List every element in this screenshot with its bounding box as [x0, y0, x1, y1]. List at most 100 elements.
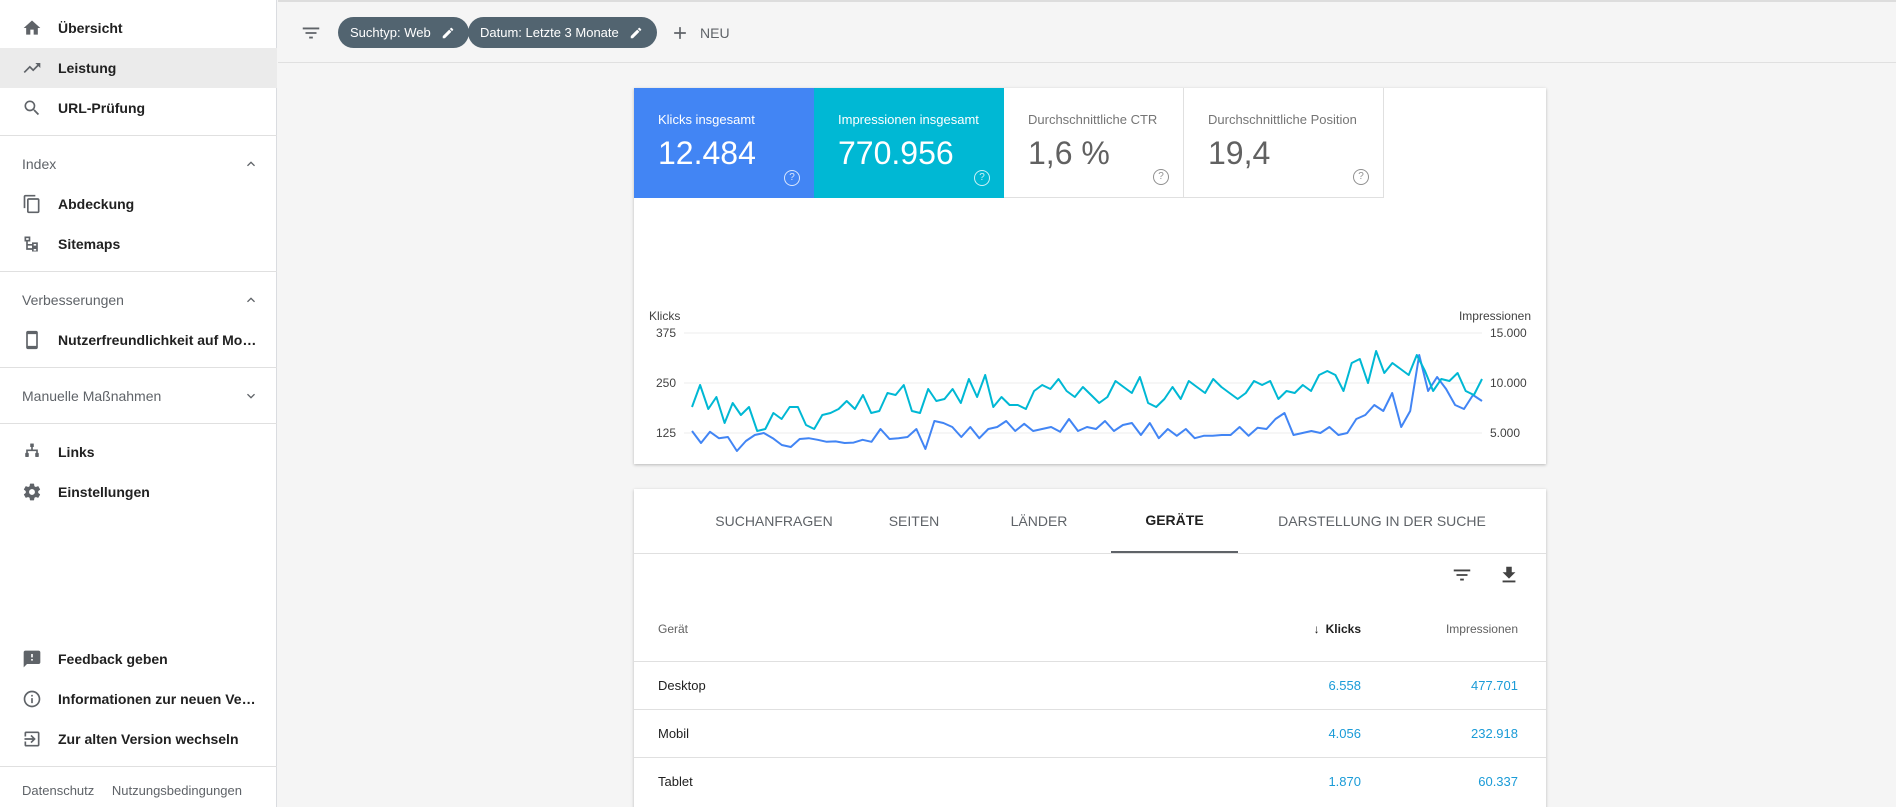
- sidebar-item-label: Feedback geben: [58, 651, 168, 667]
- col-clicks-header[interactable]: ↓ Klicks: [1314, 622, 1361, 636]
- divider: [0, 135, 277, 136]
- edit-icon: [630, 27, 642, 38]
- sidebar-item-settings[interactable]: Einstellungen: [0, 472, 277, 512]
- tab-search-appearance[interactable]: DARSTELLUNG IN DER SUCHE: [1278, 513, 1486, 529]
- divider: [0, 367, 277, 368]
- edit-icon: [442, 27, 453, 38]
- chevron-up-icon: [243, 292, 259, 308]
- table-row[interactable]: Tablet 1.870 60.337: [634, 757, 1546, 805]
- filter-bar: Suchtyp: Web Datum: Letzte 3 Monate NEU: [278, 0, 1896, 63]
- row-clicks: 1.870: [1328, 774, 1361, 789]
- sidebar-item-links[interactable]: Links: [0, 432, 277, 472]
- sidebar-item-label: Informationen zur neuen Version: [58, 691, 258, 707]
- section-index[interactable]: Index: [0, 144, 277, 184]
- sidebar-item-performance[interactable]: Leistung: [0, 48, 277, 88]
- metric-clicks-label: Klicks insgesamt: [658, 112, 755, 127]
- search-type-chip-label: Suchtyp: Web: [350, 25, 431, 40]
- row-impressions: 477.701: [1471, 678, 1518, 693]
- metric-impressions[interactable]: Impressionen insgesamt 770.956 ?: [814, 88, 1004, 198]
- help-icon[interactable]: ?: [784, 170, 800, 186]
- row-impressions: 60.337: [1478, 774, 1518, 789]
- col-impressions-header[interactable]: Impressionen: [1445, 622, 1518, 636]
- performance-chart-card: Klicks insgesamt 12.484 ? Impressionen i…: [634, 88, 1546, 464]
- date-chip-label: Datum: Letzte 3 Monate: [480, 25, 619, 40]
- left-axis-label: Klicks: [649, 309, 680, 323]
- divider: [0, 766, 277, 767]
- y-tick-label-left: 250: [656, 376, 676, 390]
- tab-countries[interactable]: LÄNDER: [1010, 513, 1068, 529]
- help-icon[interactable]: ?: [1353, 169, 1369, 185]
- metric-clicks[interactable]: Klicks insgesamt 12.484 ?: [634, 88, 814, 198]
- sidebar-item-old-version[interactable]: Zur alten Version wechseln: [0, 719, 277, 759]
- info-icon: [22, 689, 42, 709]
- sidebar-item-label: Sitemaps: [58, 236, 121, 252]
- performance-chart[interactable]: Klicks Impressionen 3752501250 15.00010.…: [634, 198, 1546, 464]
- sidebar-item-sitemaps[interactable]: Sitemaps: [0, 224, 277, 264]
- row-clicks: 4.056: [1328, 726, 1361, 741]
- metric-position-value: 19,4: [1208, 135, 1271, 171]
- series-line-impressions: [691, 350, 1483, 432]
- sidebar-item-overview[interactable]: Übersicht: [0, 8, 277, 48]
- privacy-link[interactable]: Datenschutz: [22, 783, 95, 798]
- metric-position[interactable]: Durchschnittliche Position 19,4 ?: [1184, 88, 1384, 198]
- sidebar-item-label: Links: [58, 444, 95, 460]
- plus-icon: [674, 27, 686, 39]
- row-device: Desktop: [658, 678, 706, 693]
- sitemap-icon: [22, 234, 42, 254]
- table-row[interactable]: Desktop 6.558 477.701: [634, 661, 1546, 709]
- sidebar-item-coverage[interactable]: Abdeckung: [0, 184, 277, 224]
- help-icon[interactable]: ?: [974, 170, 990, 186]
- section-improvements[interactable]: Verbesserungen: [0, 280, 277, 320]
- download-icon[interactable]: [1498, 564, 1520, 591]
- row-clicks: 6.558: [1328, 678, 1361, 693]
- col-device-header[interactable]: Gerät: [658, 622, 689, 636]
- divider: [634, 553, 1546, 554]
- tab-pages[interactable]: SEITEN: [888, 513, 940, 529]
- metric-impressions-label: Impressionen insgesamt: [838, 112, 979, 127]
- arrow-down-icon: ↓: [1313, 622, 1320, 636]
- new-filter-button[interactable]: NEU: [670, 20, 730, 46]
- row-device: Mobil: [658, 726, 690, 741]
- col-clicks-header-label: Klicks: [1325, 622, 1361, 636]
- new-filter-label: NEU: [700, 25, 730, 41]
- dimension-table-card: SUCHANFRAGEN SEITEN LÄNDER GERÄTE DARSTE…: [634, 489, 1546, 807]
- y-tick-label-left: 125: [656, 426, 676, 440]
- sidebar-item-url-inspection[interactable]: URL-Prüfung: [0, 88, 277, 128]
- sidebar-footer: Datenschutz Nutzungsbedingungen: [22, 783, 256, 798]
- sidebar-item-label: Abdeckung: [58, 196, 135, 212]
- sidebar-item-label: Einstellungen: [58, 484, 150, 500]
- terms-link[interactable]: Nutzungsbedingungen: [111, 783, 242, 798]
- home-icon: [22, 18, 42, 38]
- sidebar-item-label: Übersicht: [58, 20, 123, 36]
- metric-position-label: Durchschnittliche Position: [1208, 112, 1357, 127]
- help-icon[interactable]: ?: [1153, 169, 1169, 185]
- sidebar: Übersicht Leistung URL-Prüfung Index Abd…: [0, 0, 277, 807]
- table-filter-icon[interactable]: [1451, 564, 1473, 591]
- y-tick-label-right: 10.000: [1490, 376, 1527, 390]
- metric-clicks-value: 12.484: [658, 135, 756, 171]
- trending-up-icon: [22, 58, 42, 78]
- table-row[interactable]: Mobil 4.056 232.918: [634, 709, 1546, 757]
- gear-icon: [22, 482, 42, 502]
- filter-icon[interactable]: [300, 22, 322, 44]
- y-tick-label-right: 5.000: [1490, 426, 1520, 440]
- feedback-icon: [22, 649, 42, 669]
- sidebar-item-mobile-usability[interactable]: Nutzerfreundlichkeit auf Mobilgeräten: [0, 320, 277, 360]
- metric-ctr[interactable]: Durchschnittliche CTR 1,6 % ?: [1004, 88, 1184, 198]
- sidebar-item-new-version-info[interactable]: Informationen zur neuen Version: [0, 679, 277, 719]
- section-index-label: Index: [22, 156, 57, 172]
- date-chip[interactable]: Datum: Letzte 3 Monate: [468, 17, 657, 48]
- section-manual-actions[interactable]: Manuelle Maßnahmen: [0, 376, 277, 416]
- sidebar-item-label: URL-Prüfung: [58, 100, 146, 116]
- search-type-chip[interactable]: Suchtyp: Web: [338, 17, 469, 48]
- copy-icon: [22, 194, 42, 214]
- tab-devices[interactable]: GERÄTE: [1111, 489, 1238, 553]
- table-header: Gerät ↓ Klicks Impressionen: [634, 609, 1546, 651]
- section-improvements-label: Verbesserungen: [22, 292, 124, 308]
- tab-queries[interactable]: SUCHANFRAGEN: [715, 513, 833, 529]
- series-line-clicks: [691, 354, 1483, 452]
- sidebar-item-label: Leistung: [58, 60, 117, 76]
- sidebar-item-feedback[interactable]: Feedback geben: [0, 639, 277, 679]
- y-tick-label-left: 375: [656, 326, 676, 340]
- divider: [0, 271, 277, 272]
